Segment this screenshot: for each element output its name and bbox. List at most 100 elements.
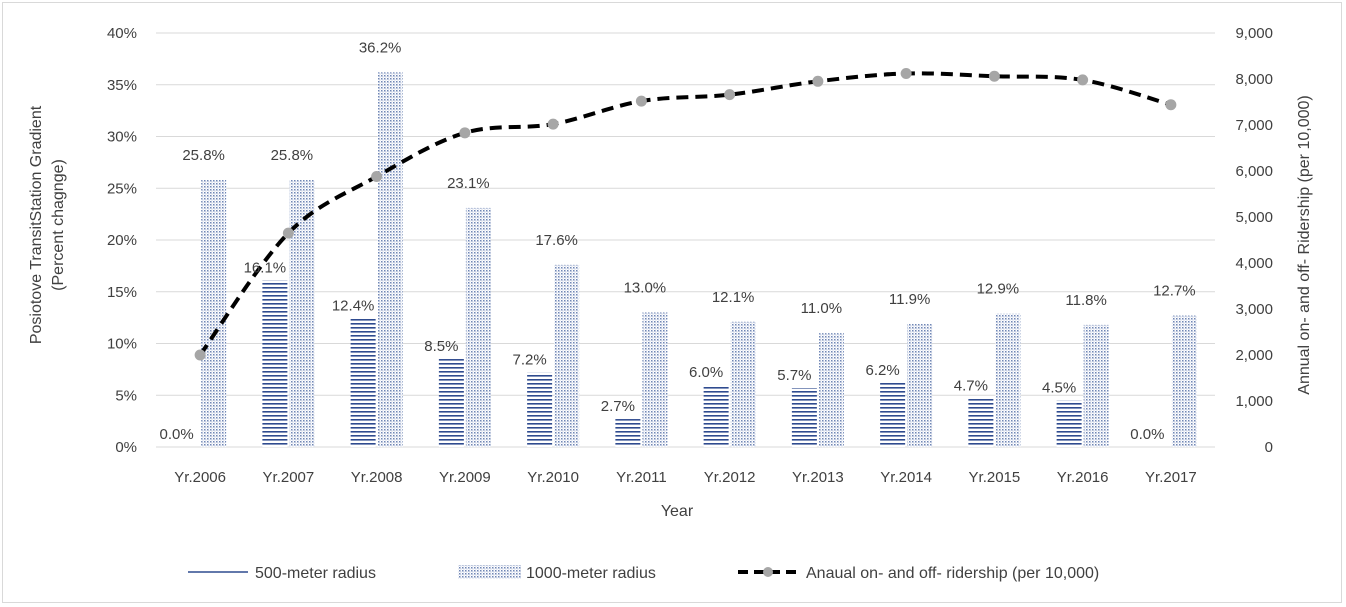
bar-500m [968, 398, 994, 447]
legend-item-1000m: 1000-meter radius [458, 565, 656, 582]
y-tick-label: 0% [115, 439, 137, 456]
y2-axis-title: Annual on- and off- Ridership (per 10,00… [1296, 95, 1313, 394]
x-axis-title: Year [661, 503, 694, 520]
bars [201, 72, 1197, 447]
y-tick-label: 25% [107, 180, 137, 197]
bar-500m [527, 372, 553, 447]
y2-tick-label: 6,000 [1235, 163, 1273, 180]
ridership-point [1077, 74, 1089, 86]
ridership-point [812, 75, 824, 87]
y-tick-label: 30% [107, 129, 137, 146]
y-tick-label: 35% [107, 77, 137, 94]
x-axis-ticks: Yr.2006 Yr.2007 Yr.2008 Yr.2009 Yr.2010 Yr.20… [174, 469, 1196, 486]
bar-500m [350, 318, 376, 447]
y-axis-title: Posiotove TransitStation Gradient (Perce… [28, 105, 67, 344]
y2-tick-label: 8,000 [1235, 71, 1273, 88]
y-tick-label: 15% [107, 284, 137, 301]
data-label-1000m: 12.7% [1153, 283, 1196, 300]
gridlines [156, 32, 1215, 448]
data-label-500m: 16.1% [244, 259, 287, 276]
data-label-500m: 0.0% [1130, 426, 1164, 443]
legend-label-1000m: 1000-meter radius [526, 565, 656, 582]
data-label-500m: 4.7% [954, 377, 988, 394]
data-label-500m: 8.5% [424, 338, 458, 355]
bar-1000m [1171, 315, 1197, 447]
bar-1000m [289, 179, 315, 447]
x-tick-label: Yr.2013 [792, 469, 844, 486]
x-tick-label: Yr.2007 [263, 469, 315, 486]
x-tick-label: Yr.2006 [174, 469, 226, 486]
legend-swatch-1000m [458, 565, 521, 579]
bar-1000m [642, 312, 668, 447]
x-tick-label: Yr.2012 [704, 469, 756, 486]
y2-tick-label: 1,000 [1235, 393, 1273, 410]
data-label-1000m: 11.9% [889, 291, 930, 308]
data-label-1000m: 11.0% [801, 300, 842, 317]
ridership-point [282, 227, 294, 239]
x-tick-label: Yr.2017 [1145, 469, 1197, 486]
y2-tick-label: 4,000 [1235, 255, 1273, 272]
bar-500m [262, 280, 288, 447]
ridership-point [900, 67, 912, 79]
ridership-point [1165, 99, 1177, 111]
ridership-point [459, 127, 471, 139]
data-label-1000m: 36.2% [359, 39, 402, 56]
combo-chart: 0% 5% 10% 15% 20% 25% 30% 35% 40% 0 1,000 2,000 3,0… [28, 25, 1313, 582]
bar-1000m [554, 264, 580, 447]
bar-1000m [201, 179, 227, 447]
ridership-point [194, 349, 206, 361]
bar-1000m [907, 323, 933, 447]
y2-axis-title-text: Annual on- and off- Ridership (per 10,00… [1296, 95, 1313, 394]
bar-500m [703, 384, 729, 447]
ridership-point [988, 70, 1000, 82]
legend-item-ridership: Anaual on- and off- ridership (per 10,00… [738, 565, 1099, 582]
ridership-point [635, 95, 647, 107]
y2-tick-label: 3,000 [1235, 301, 1273, 318]
x-tick-label: Yr.2011 [616, 469, 667, 486]
legend-label-500m: 500-meter radius [255, 565, 376, 582]
data-label-500m: 6.2% [866, 362, 900, 379]
bar-500m [880, 382, 906, 447]
y2-axis-ticks: 0 1,000 2,000 3,000 4,000 5,000 6,000 7,000 8,00… [1235, 25, 1273, 456]
data-label-1000m: 17.6% [535, 232, 578, 249]
legend-label-ridership: Anaual on- and off- ridership (per 10,00… [806, 565, 1099, 582]
ridership-line [194, 67, 1177, 361]
data-label-1000m: 23.1% [447, 175, 490, 192]
data-label-500m: 5.7% [777, 367, 811, 384]
y-tick-label: 5% [115, 387, 137, 404]
bar-1000m [995, 313, 1021, 447]
bar-500m [438, 359, 464, 447]
bar-1000m [818, 333, 844, 447]
bar-1000m [730, 321, 756, 447]
data-label-1000m: 25.8% [271, 147, 314, 164]
x-tick-label: Yr.2010 [527, 469, 579, 486]
ridership-point [371, 171, 383, 183]
x-tick-label: Yr.2016 [1057, 469, 1109, 486]
y-tick-label: 40% [107, 25, 137, 42]
legend: 500-meter radius 1000-meter radius Anaua… [188, 565, 1099, 582]
data-label-1000m: 12.9% [977, 280, 1020, 297]
bar-500m [615, 419, 641, 447]
data-label-1000m: 12.1% [712, 289, 755, 306]
data-label-500m: 4.5% [1042, 379, 1076, 396]
y2-tick-label: 2,000 [1235, 347, 1273, 364]
bar-1000m [1083, 324, 1109, 447]
y2-tick-label: 0 [1265, 439, 1273, 456]
y-axis-title-line-1: Posiotove TransitStation Gradient [28, 105, 45, 344]
bar-500m [791, 388, 817, 447]
y2-tick-label: 7,000 [1235, 117, 1273, 134]
legend-swatch-ridership-marker [763, 567, 773, 577]
ridership-line-path [198, 71, 1172, 357]
y-axis-title-line-2: (Percent chagnge) [50, 159, 67, 291]
bar-1000m [377, 72, 403, 447]
ridership-point [547, 118, 559, 130]
data-label-1000m: 25.8% [182, 147, 225, 164]
data-label-500m: 2.7% [601, 398, 635, 415]
y-axis-ticks: 0% 5% 10% 15% 20% 25% 30% 35% 40% [107, 25, 137, 456]
y-tick-label: 10% [107, 336, 137, 353]
data-label-500m: 6.0% [689, 364, 723, 381]
ridership-point [724, 89, 736, 101]
y-tick-label: 20% [107, 232, 137, 249]
data-label-1000m: 11.8% [1065, 292, 1106, 309]
